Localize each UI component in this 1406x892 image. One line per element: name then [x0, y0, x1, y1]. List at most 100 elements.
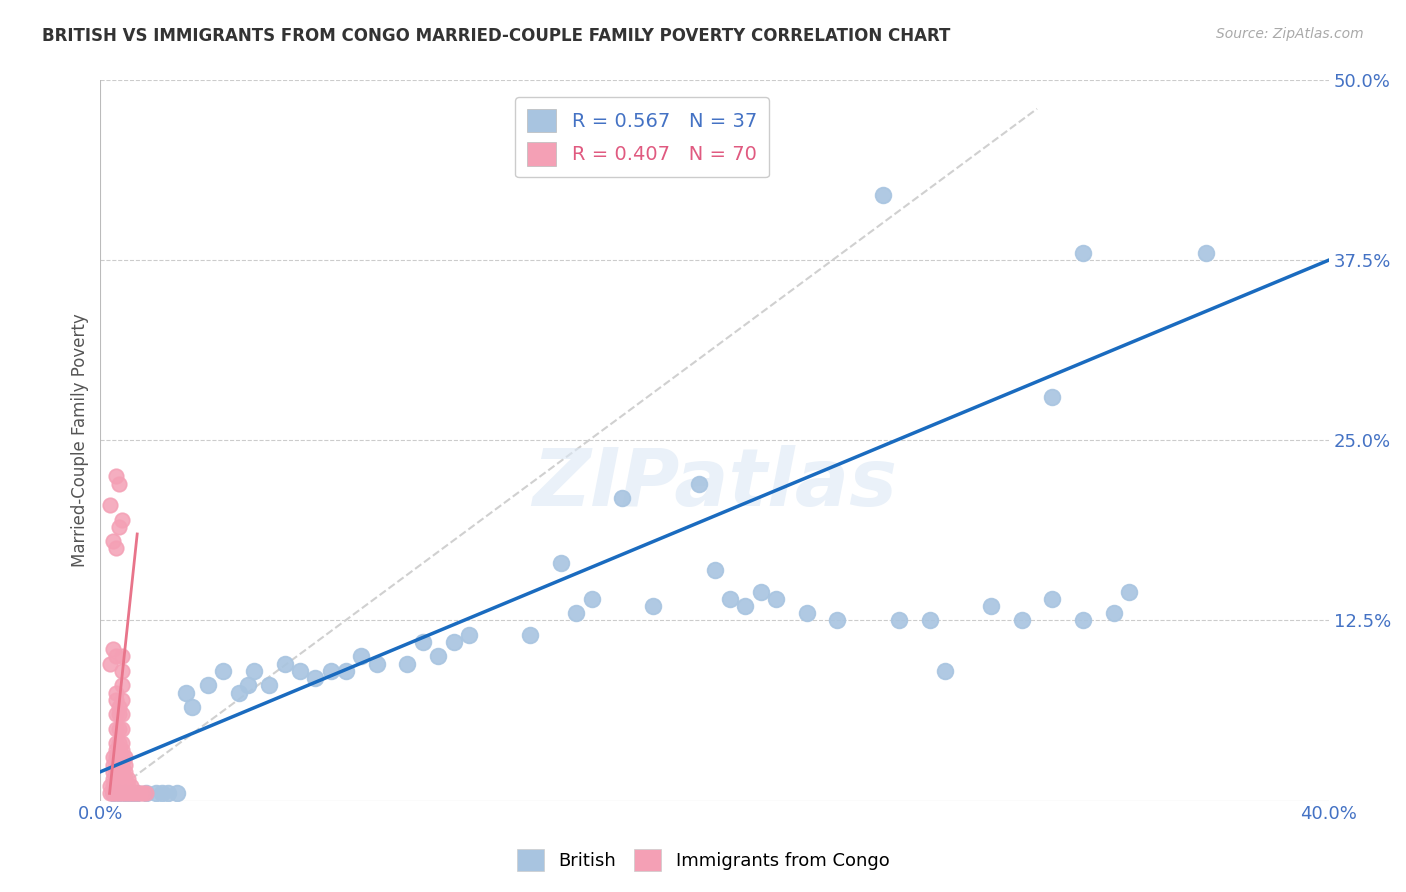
Point — [107, 786, 129, 800]
Point — [101, 786, 124, 800]
Point — [111, 786, 134, 800]
Point — [396, 657, 419, 671]
Point — [107, 722, 129, 736]
Point — [104, 786, 127, 800]
Point — [98, 779, 121, 793]
Point — [104, 743, 127, 757]
Point — [181, 700, 204, 714]
Point — [114, 786, 136, 800]
Point — [145, 786, 167, 800]
Point — [98, 498, 121, 512]
Point — [98, 657, 121, 671]
Point — [135, 786, 157, 800]
Point — [259, 678, 281, 692]
Point — [120, 786, 142, 800]
Point — [111, 649, 134, 664]
Point — [107, 707, 129, 722]
Point — [101, 786, 124, 800]
Point — [107, 772, 129, 786]
Point — [101, 642, 124, 657]
Point — [111, 678, 134, 692]
Point — [872, 188, 894, 202]
Point — [1011, 614, 1033, 628]
Text: Source: ZipAtlas.com: Source: ZipAtlas.com — [1216, 27, 1364, 41]
Point — [934, 664, 956, 678]
Point — [212, 664, 235, 678]
Point — [228, 685, 250, 699]
Point — [104, 692, 127, 706]
Point — [107, 779, 129, 793]
Point — [156, 786, 179, 800]
Point — [718, 591, 741, 606]
Point — [980, 599, 1002, 613]
Point — [107, 476, 129, 491]
Point — [107, 750, 129, 764]
Point — [236, 678, 259, 692]
Point — [243, 664, 266, 678]
Point — [412, 635, 434, 649]
Point — [114, 779, 136, 793]
Point — [796, 607, 818, 621]
Point — [111, 750, 134, 764]
Point — [457, 628, 479, 642]
Point — [104, 757, 127, 772]
Point — [1040, 390, 1063, 404]
Point — [581, 591, 603, 606]
Point — [101, 757, 124, 772]
Point — [101, 750, 124, 764]
Point — [335, 664, 357, 678]
Point — [643, 599, 665, 613]
Point — [887, 614, 910, 628]
Y-axis label: Married-Couple Family Poverty: Married-Couple Family Poverty — [72, 313, 89, 567]
Point — [827, 614, 849, 628]
Point — [104, 685, 127, 699]
Point — [101, 534, 124, 549]
Point — [120, 790, 142, 805]
Point — [117, 779, 139, 793]
Point — [1102, 607, 1125, 621]
Point — [111, 779, 134, 793]
Point — [1071, 246, 1094, 260]
Point — [749, 584, 772, 599]
Point — [550, 556, 572, 570]
Point — [114, 786, 136, 800]
Point — [114, 757, 136, 772]
Point — [150, 786, 173, 800]
Point — [101, 764, 124, 779]
Point — [104, 469, 127, 483]
Point — [107, 736, 129, 750]
Point — [273, 657, 295, 671]
Point — [427, 649, 450, 664]
Point — [519, 628, 541, 642]
Point — [104, 764, 127, 779]
Point — [304, 671, 326, 685]
Point — [350, 649, 373, 664]
Point — [101, 779, 124, 793]
Point — [703, 563, 725, 577]
Point — [132, 786, 155, 800]
Point — [104, 772, 127, 786]
Point — [107, 700, 129, 714]
Point — [135, 786, 157, 800]
Point — [111, 764, 134, 779]
Point — [104, 541, 127, 556]
Point — [101, 772, 124, 786]
Point — [366, 657, 388, 671]
Point — [1040, 591, 1063, 606]
Point — [111, 757, 134, 772]
Point — [104, 707, 127, 722]
Point — [111, 736, 134, 750]
Point — [104, 779, 127, 793]
Point — [111, 512, 134, 526]
Point — [98, 786, 121, 800]
Point — [111, 692, 134, 706]
Point — [443, 635, 465, 649]
Point — [1195, 246, 1218, 260]
Point — [104, 750, 127, 764]
Point — [765, 591, 787, 606]
Point — [111, 664, 134, 678]
Point — [197, 678, 219, 692]
Point — [111, 707, 134, 722]
Point — [127, 786, 149, 800]
Point — [127, 786, 149, 800]
